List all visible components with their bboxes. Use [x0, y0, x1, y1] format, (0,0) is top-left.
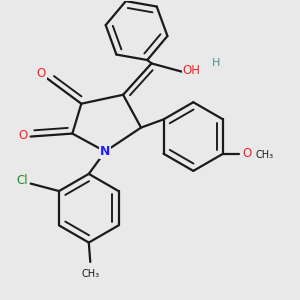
- Text: N: N: [100, 145, 110, 158]
- Text: H: H: [212, 58, 220, 68]
- Text: O: O: [36, 68, 46, 80]
- Text: CH₃: CH₃: [81, 269, 99, 279]
- Text: O: O: [242, 147, 252, 160]
- Text: O: O: [19, 129, 28, 142]
- Text: OH: OH: [183, 64, 201, 77]
- Text: CH₃: CH₃: [256, 150, 274, 160]
- Text: Cl: Cl: [16, 174, 28, 187]
